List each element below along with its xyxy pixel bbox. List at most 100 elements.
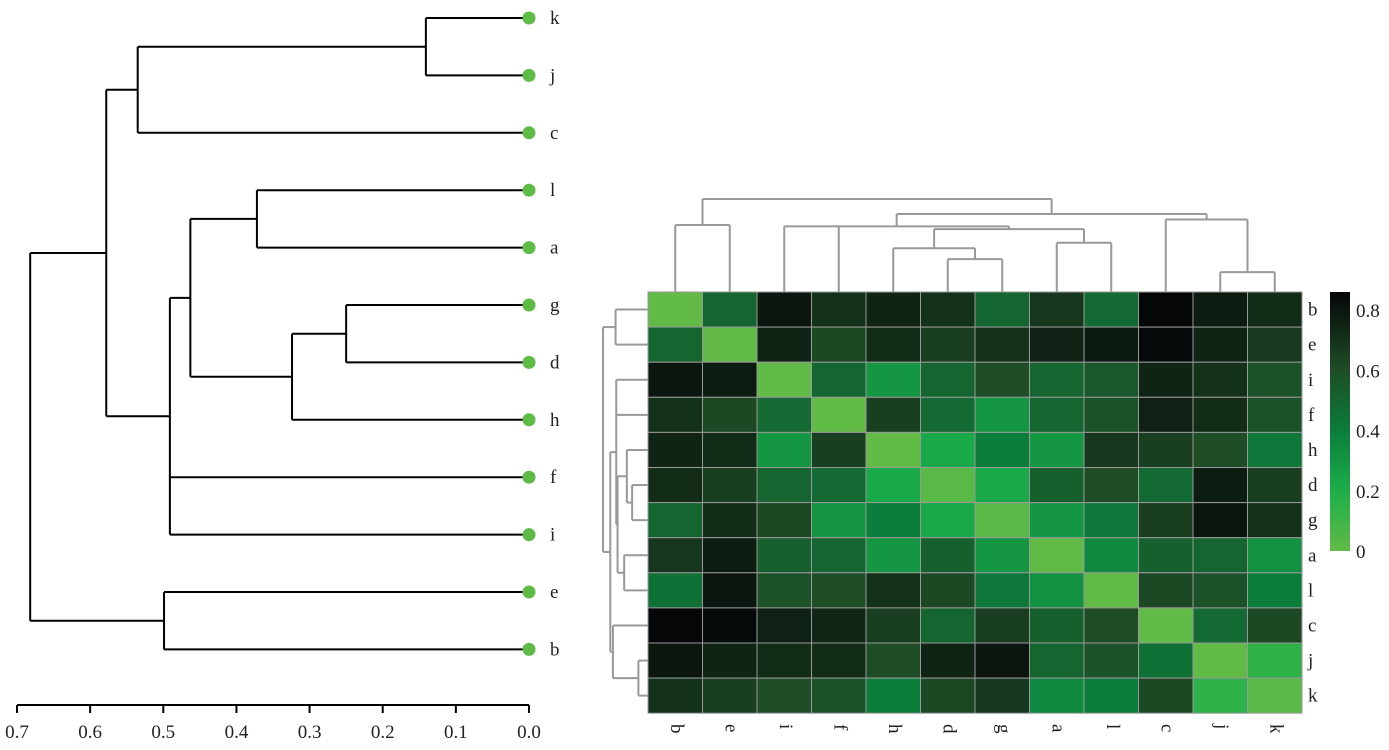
row-label: e bbox=[1308, 335, 1316, 356]
heatmap-cell bbox=[1029, 642, 1085, 679]
leaf-marker bbox=[522, 642, 536, 656]
heatmap-cell bbox=[1138, 502, 1194, 539]
x-axis: 0.7 0.6 0.5 0.4 0.3 0.2 0.1 0.0 bbox=[5, 704, 541, 743]
heatmap-cell bbox=[974, 361, 1030, 398]
heatmap-cell bbox=[974, 607, 1030, 644]
row-label: l bbox=[1308, 580, 1313, 601]
heatmap-cell bbox=[974, 431, 1030, 468]
heatmap-cell bbox=[1192, 642, 1248, 679]
heatmap-cell bbox=[647, 467, 703, 504]
column-label: h bbox=[884, 724, 905, 734]
heatmap-cell bbox=[1192, 361, 1248, 398]
heatmap-cell bbox=[974, 572, 1030, 609]
heatmap-cell bbox=[756, 537, 812, 574]
heatmap-cell bbox=[1029, 431, 1085, 468]
leaf-label: g bbox=[550, 295, 560, 316]
axis-tick-label: 0.0 bbox=[517, 722, 541, 743]
column-label: i bbox=[775, 724, 796, 729]
heatmap-cell bbox=[1083, 537, 1139, 574]
leaf-label: l bbox=[550, 180, 555, 201]
heatmap-cell bbox=[647, 361, 703, 398]
heatmap-cell bbox=[647, 537, 703, 574]
heatmap-cell bbox=[756, 572, 812, 609]
heatmap-cell bbox=[1138, 642, 1194, 679]
heatmap-cell bbox=[865, 572, 921, 609]
heatmap-cell bbox=[1029, 502, 1085, 539]
heatmap-cell bbox=[1192, 291, 1248, 328]
heatmap-cell bbox=[647, 291, 703, 328]
row-label: i bbox=[1308, 370, 1313, 391]
column-label: k bbox=[1265, 724, 1286, 734]
heatmap-cell bbox=[865, 502, 921, 539]
heatmap-cell bbox=[647, 431, 703, 468]
heatmap-cell bbox=[756, 361, 812, 398]
heatmap-cell bbox=[920, 431, 976, 468]
heatmap-cell bbox=[811, 431, 867, 468]
heatmap-cell bbox=[974, 326, 1030, 363]
heatmap-cell bbox=[647, 326, 703, 363]
column-label: l bbox=[1102, 724, 1123, 729]
heatmap-cell bbox=[1138, 291, 1194, 328]
heatmap-cell bbox=[920, 361, 976, 398]
heatmap-cell bbox=[974, 291, 1030, 328]
heatmap-cell bbox=[811, 642, 867, 679]
heatmap-cell bbox=[811, 607, 867, 644]
heatmap-cell bbox=[920, 396, 976, 433]
heatmap-cell bbox=[1247, 607, 1303, 644]
column-label: b bbox=[666, 724, 687, 734]
heatmap-cell bbox=[1083, 642, 1139, 679]
colorbar-tick-label: 0.2 bbox=[1356, 482, 1380, 503]
heatmap-cell bbox=[974, 502, 1030, 539]
colorbar-tick-label: 0.4 bbox=[1356, 422, 1380, 443]
heatmap-cell bbox=[1192, 607, 1248, 644]
heatmap-cell bbox=[647, 572, 703, 609]
row-label: d bbox=[1308, 475, 1318, 496]
row-label: h bbox=[1308, 440, 1318, 461]
heatmap-cell bbox=[920, 572, 976, 609]
leaf-marker bbox=[522, 126, 536, 140]
heatmap-cell bbox=[974, 467, 1030, 504]
heatmap-cell bbox=[702, 607, 758, 644]
heatmap-cell bbox=[1138, 431, 1194, 468]
column-label: d bbox=[938, 724, 959, 734]
heatmap-cell bbox=[1029, 572, 1085, 609]
heatmap-cell bbox=[1083, 291, 1139, 328]
heatmap-column-dendrogram bbox=[674, 198, 1276, 292]
heatmap-cell bbox=[865, 677, 921, 714]
row-label: k bbox=[1308, 686, 1318, 707]
heatmap-cell bbox=[865, 642, 921, 679]
row-label: c bbox=[1308, 615, 1316, 636]
heatmap-cell bbox=[974, 677, 1030, 714]
axis-tick-label: 0.7 bbox=[5, 722, 29, 743]
leaf-marker bbox=[522, 241, 536, 255]
heatmap-cell bbox=[1247, 502, 1303, 539]
left-dendrogram: k j c l a g d h f i e b bbox=[29, 8, 560, 660]
heatmap-cell bbox=[702, 537, 758, 574]
heatmap-cell bbox=[865, 431, 921, 468]
leaf-marker bbox=[522, 68, 536, 82]
colorbar-tick-label: 0.8 bbox=[1356, 301, 1380, 322]
row-label: a bbox=[1308, 545, 1317, 566]
heatmap-cell bbox=[1247, 642, 1303, 679]
heatmap-cell bbox=[974, 537, 1030, 574]
heatmap-cell bbox=[865, 467, 921, 504]
heatmap-cell bbox=[1083, 361, 1139, 398]
heatmap-cell bbox=[647, 607, 703, 644]
axis-tick-label: 0.6 bbox=[78, 722, 102, 743]
heatmap-cell bbox=[702, 396, 758, 433]
leaf-marker bbox=[522, 11, 536, 25]
heatmap-cell bbox=[974, 642, 1030, 679]
heatmap-cell bbox=[865, 361, 921, 398]
leaf-label: k bbox=[550, 8, 560, 29]
heatmap-cell bbox=[756, 431, 812, 468]
heatmap-cell bbox=[811, 537, 867, 574]
heatmap-cell bbox=[1247, 396, 1303, 433]
row-label: b bbox=[1308, 300, 1318, 321]
leaf-marker bbox=[522, 413, 536, 427]
heatmap-cell bbox=[1247, 537, 1303, 574]
heatmap-cell bbox=[1192, 537, 1248, 574]
heatmap-cell bbox=[865, 326, 921, 363]
heatmap-cell bbox=[1029, 467, 1085, 504]
heatmap-cell bbox=[1083, 677, 1139, 714]
